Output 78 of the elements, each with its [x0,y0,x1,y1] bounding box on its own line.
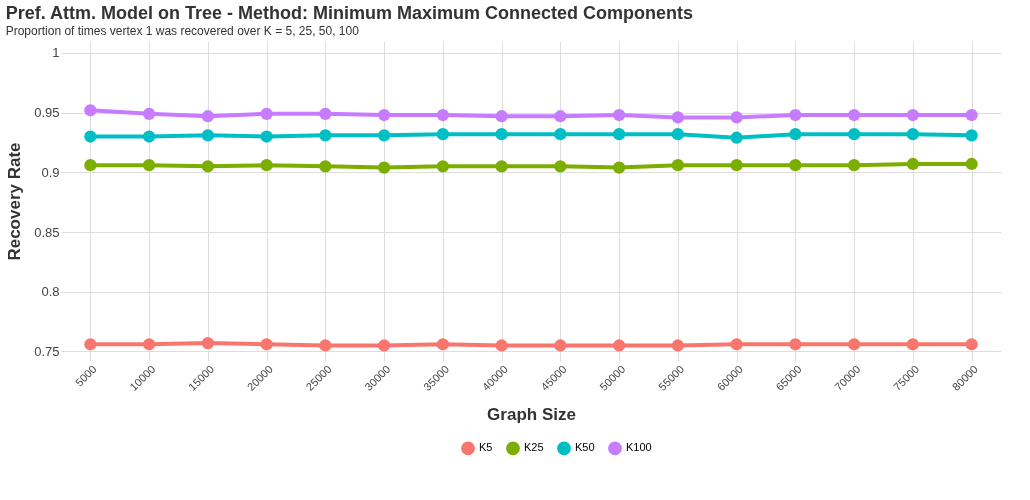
point [84,130,97,143]
point [378,129,391,142]
y-tick-label: 0.75 [34,343,60,359]
point [554,128,567,141]
point [495,339,508,352]
point [848,128,861,141]
point [143,130,156,143]
point [495,128,508,141]
y-tick-label: 0.85 [34,224,60,240]
point [965,338,978,351]
point [378,108,391,122]
point [319,129,332,142]
point [965,108,978,122]
point [436,338,449,351]
point [789,108,802,122]
y-tick-label: 1 [52,45,60,61]
point [730,111,743,124]
point [671,339,684,352]
point [201,110,214,123]
point [436,108,449,122]
point [319,339,332,352]
point [260,159,273,172]
point [965,157,978,171]
point [848,108,861,122]
point [84,159,97,172]
y-axis-title: Recovery Rate [5,142,25,261]
point [84,338,97,351]
point [789,338,802,351]
point [789,128,802,141]
y-tick-label: 0.9 [41,164,60,180]
point [436,160,449,173]
point [319,107,332,120]
point [201,336,214,350]
point [906,157,919,171]
point [671,159,684,172]
point [613,161,626,174]
point [848,159,861,172]
point [143,159,156,172]
point [201,160,214,173]
point [671,128,684,141]
point [848,338,861,351]
point [143,107,156,120]
point [495,110,508,123]
point [554,339,567,352]
point [495,160,508,173]
point [378,339,391,352]
point [436,128,449,141]
point [906,128,919,141]
chart-subtitle: Proportion of times vertex 1 was recovered over K = 5, 25, 50, 100 [5,24,360,38]
point [730,131,743,144]
point [84,104,97,117]
point [906,338,919,351]
point [554,110,567,123]
point [965,129,978,142]
point [613,128,626,141]
x-axis-title: Graph Size [487,404,576,424]
point [260,130,273,143]
point [613,339,626,352]
legend-label: K5 [479,441,493,454]
point [906,108,919,122]
legend-label: K50 [575,441,595,454]
point [319,160,332,173]
point [378,161,391,174]
legend-label: K25 [524,441,544,454]
y-tick-label: 0.8 [41,284,60,300]
point [671,111,684,124]
point [554,160,567,173]
y-tick-label: 0.95 [34,105,60,121]
point [730,159,743,172]
point [143,338,156,351]
legend-label: K100 [626,441,652,454]
point [730,338,743,351]
chart-title: Pref. Attm. Model on Tree - Method: Minimum Maximum Connected Components [5,3,694,23]
point [789,159,802,172]
point [260,107,273,120]
point [613,108,626,122]
point [201,129,214,142]
point [260,338,273,351]
